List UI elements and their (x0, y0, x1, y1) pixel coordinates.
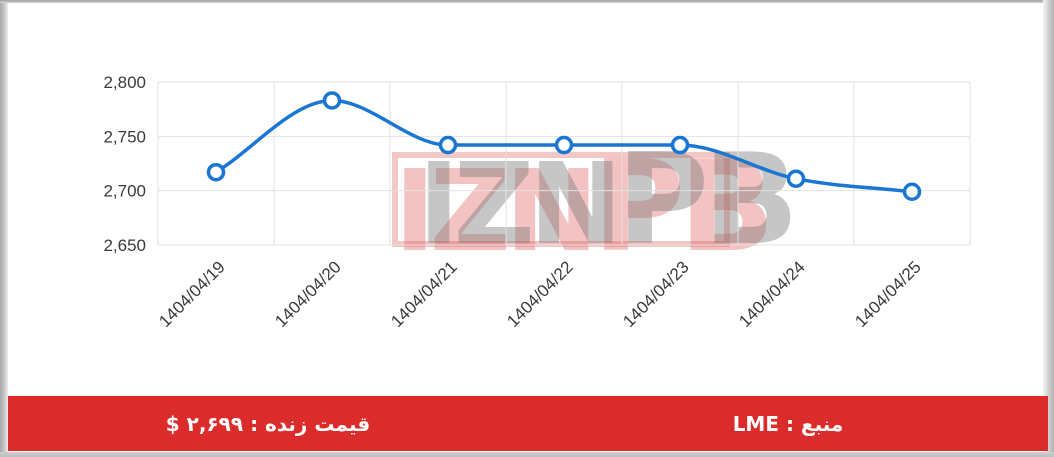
data-point-marker (206, 162, 226, 182)
y-tick-label: 2,750 (103, 127, 146, 146)
data-point-marker (902, 182, 922, 202)
data-point-marker (670, 135, 690, 155)
x-tick-label: 1404/04/20 (271, 257, 345, 331)
data-point-marker (786, 169, 806, 188)
x-tick-label: 1404/04/22 (503, 257, 577, 331)
y-tick-label: 2,700 (103, 182, 146, 201)
x-tick-label: 1404/04/24 (735, 257, 809, 331)
x-tick-label: 1404/04/21 (387, 257, 461, 331)
source-label: منبع : LME (732, 411, 844, 436)
frame-edge-bottom (0, 452, 1054, 457)
x-tick-label: 1404/04/23 (619, 257, 693, 331)
data-point-marker (438, 135, 458, 155)
frame-edge-right (1043, 0, 1054, 457)
data-point-marker (322, 91, 342, 110)
frame-edge-top (0, 0, 1054, 3)
data-point-marker (554, 135, 574, 155)
x-tick-label: 1404/04/19 (155, 257, 229, 331)
live-price-label: قیمت زنده : ۲,۶۹۹ $ (165, 411, 371, 436)
info-banner: قیمت زنده : ۲,۶۹۹ $ منبع : LME (8, 396, 1048, 451)
frame-edge-left (0, 0, 8, 457)
y-tick-label: 2,800 (103, 73, 146, 92)
x-tick-label: 1404/04/25 (851, 257, 925, 331)
y-tick-label: 2,650 (103, 236, 146, 255)
